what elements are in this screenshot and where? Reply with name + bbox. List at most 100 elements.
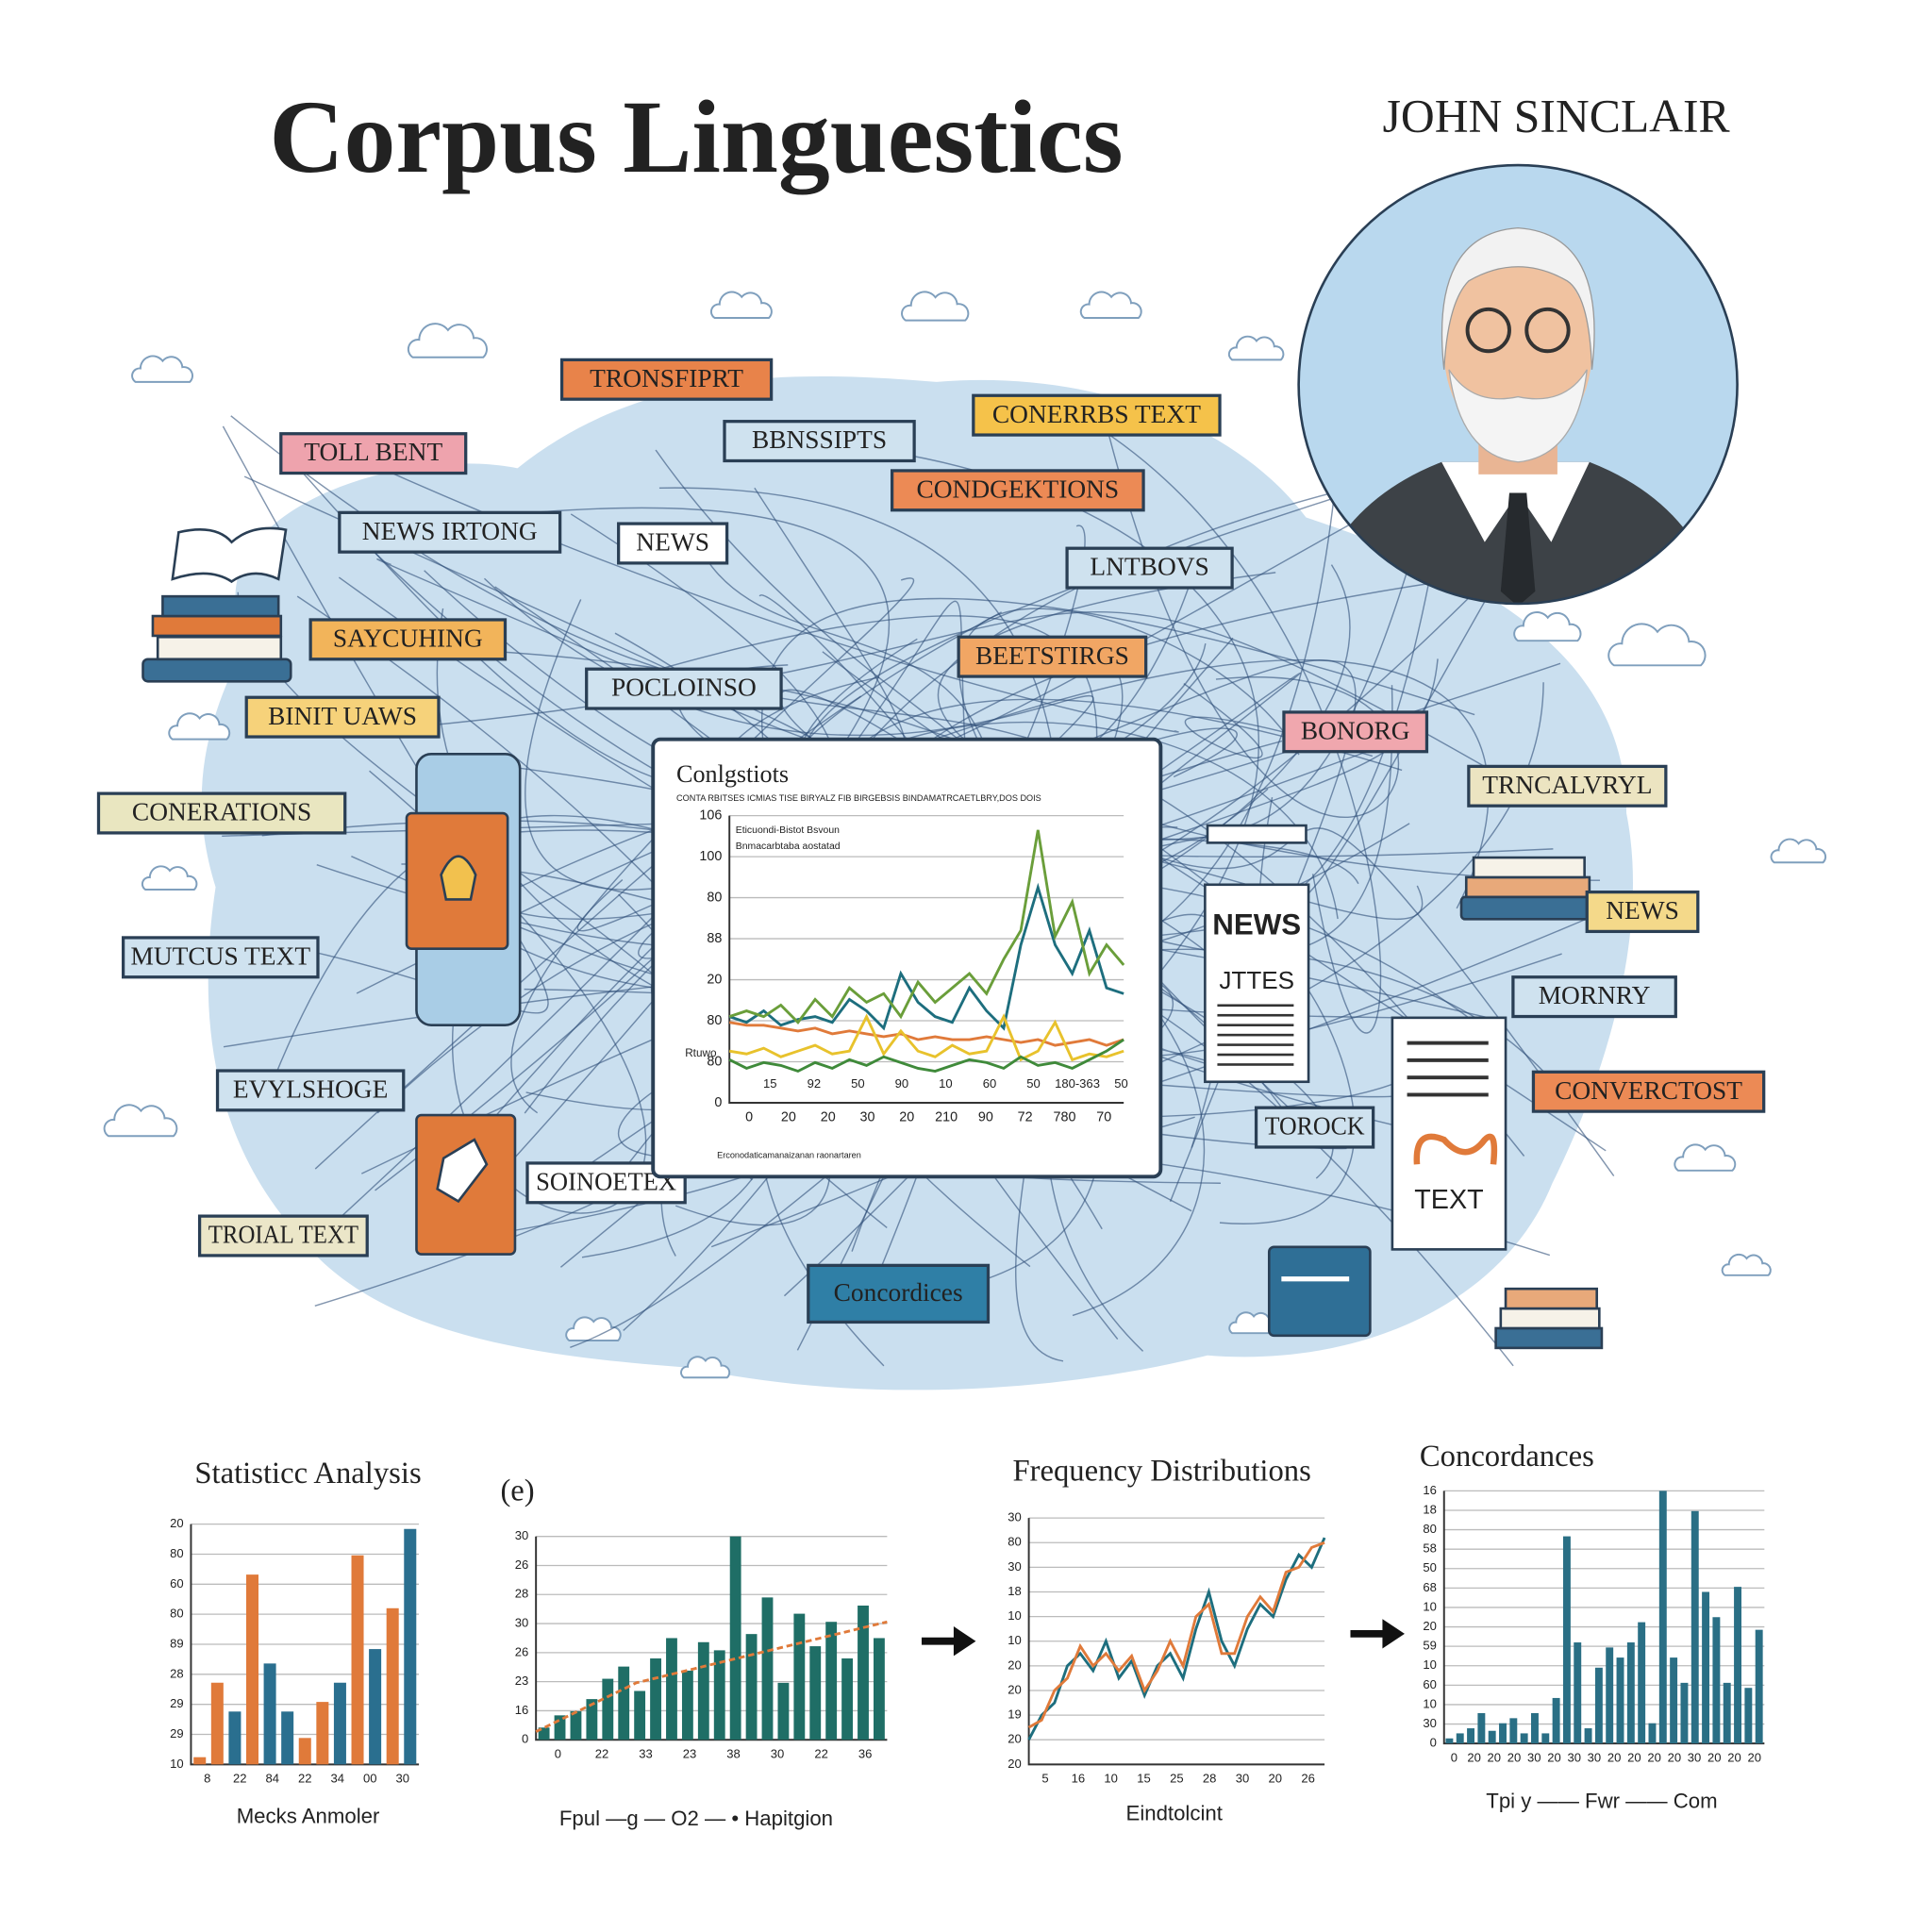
- panel-caption: Fpul —g — O2 — • Hapitgion: [559, 1807, 833, 1830]
- y-tick-label: 10: [1423, 1599, 1437, 1613]
- x-tick-label: 16: [1072, 1771, 1086, 1785]
- flow-arrow: [1350, 1619, 1405, 1649]
- label-box: [723, 420, 916, 463]
- bar: [1584, 1728, 1592, 1744]
- bar: [193, 1757, 207, 1765]
- y-tick-label: 16: [515, 1703, 529, 1717]
- label-box: [244, 695, 441, 739]
- newspaper-bar: [1206, 824, 1307, 844]
- x-tick-label: 20: [1607, 1750, 1622, 1764]
- x-tick-label: 20: [781, 1109, 796, 1124]
- x-tick-label: 25: [1170, 1771, 1184, 1785]
- x-tick-label: 20: [1269, 1771, 1283, 1785]
- x-tick-label: 10: [939, 1076, 953, 1091]
- bar: [1594, 1667, 1603, 1744]
- cloud: [1607, 623, 1707, 667]
- y-tick-label: 10: [1008, 1633, 1022, 1647]
- network-label: CONERATIONS: [132, 798, 311, 826]
- x-tick-label: 50: [1026, 1076, 1041, 1091]
- doc-line: [1407, 1092, 1489, 1097]
- title: Corpus Linguestics: [269, 79, 1123, 194]
- bar: [316, 1702, 329, 1765]
- label-box: [807, 1263, 991, 1324]
- x-tick-label: 72: [1018, 1109, 1033, 1124]
- label-box: [1467, 764, 1668, 808]
- network-label: CONDGEKTIONS: [916, 475, 1119, 503]
- x-tick-label: 20: [1727, 1750, 1741, 1764]
- x-tick-label: 20: [821, 1109, 836, 1124]
- bar: [650, 1658, 661, 1740]
- network-link: [375, 507, 891, 1191]
- cloud: [1674, 1143, 1737, 1172]
- x-tick-label: 30: [1688, 1750, 1702, 1764]
- bar: [1638, 1622, 1646, 1744]
- y-tick-label: 58: [1423, 1541, 1437, 1556]
- network-label: TROIAL TEXT: [208, 1221, 359, 1249]
- data-line: [728, 1021, 1124, 1047]
- x-tick-label: 210: [935, 1109, 958, 1124]
- x-tick-label: 33: [639, 1746, 653, 1760]
- y-tick-label: 30: [515, 1528, 529, 1542]
- x-tick-label: 70: [1096, 1109, 1111, 1124]
- y-tick-label: 26: [515, 1557, 529, 1572]
- bar: [1712, 1617, 1721, 1744]
- bar: [1531, 1713, 1539, 1744]
- y-tick-label: 30: [1423, 1716, 1437, 1730]
- x-tick-label: 90: [895, 1076, 909, 1091]
- book: [142, 658, 292, 683]
- bar: [1734, 1587, 1741, 1744]
- bar: [874, 1638, 885, 1740]
- y-tick-label: 88: [707, 931, 722, 946]
- news-line: [1217, 1043, 1294, 1046]
- cloud: [1227, 335, 1285, 361]
- x-tick-label: 92: [808, 1076, 822, 1091]
- y-tick-label: 20: [1423, 1619, 1437, 1633]
- network-label: SAYCUHING: [333, 624, 483, 652]
- panel-title: Concordances: [1420, 1440, 1594, 1474]
- label-box: [972, 393, 1222, 437]
- y-tick-label: 30: [515, 1616, 529, 1630]
- doc-line: [1407, 1041, 1489, 1045]
- bar: [666, 1638, 677, 1740]
- bar: [228, 1711, 242, 1765]
- x-tick-label: 23: [683, 1746, 697, 1760]
- bar: [351, 1555, 364, 1765]
- x-tick-label: 60: [983, 1076, 997, 1091]
- label-box: [1511, 975, 1677, 1019]
- x-tick-label: 28: [1203, 1771, 1217, 1785]
- data-line: [728, 1013, 1124, 1062]
- cloud: [407, 323, 488, 358]
- network-label: BBNSSIPTS: [752, 425, 887, 454]
- book: [151, 614, 283, 638]
- shirt: [1441, 461, 1590, 542]
- bar: [1616, 1657, 1624, 1744]
- x-tick-label: 15: [763, 1076, 777, 1091]
- bar: [554, 1715, 566, 1740]
- y-tick-label: 29: [170, 1696, 184, 1710]
- hair: [1441, 226, 1595, 370]
- x-tick-label: 180-363: [1055, 1076, 1100, 1091]
- network-link: [1183, 683, 1374, 759]
- data-line: [535, 1620, 888, 1733]
- label-box: [890, 469, 1145, 512]
- y-tick-label: 19: [1008, 1707, 1022, 1722]
- newspaper-subtitle: JTTES: [1219, 966, 1294, 994]
- x-tick-label: 20: [1467, 1750, 1481, 1764]
- panel-title: Frequency Distributions: [1012, 1455, 1310, 1489]
- x-tick-label: 20: [1507, 1750, 1522, 1764]
- y-tick-label: 20: [707, 972, 722, 987]
- cloud: [168, 712, 231, 741]
- y-tick-label: 28: [170, 1666, 184, 1680]
- label-box: [1065, 546, 1234, 590]
- book: [1499, 1307, 1601, 1330]
- label-box: [338, 510, 562, 554]
- label-box: [559, 358, 774, 401]
- x-tick-label: 90: [978, 1109, 993, 1124]
- x-tick-label: 50: [1114, 1076, 1128, 1091]
- y-tick-label: 10: [1423, 1696, 1437, 1710]
- data-line: [1027, 1541, 1325, 1729]
- bar: [729, 1536, 741, 1740]
- bar: [386, 1607, 399, 1765]
- bar: [1445, 1738, 1454, 1744]
